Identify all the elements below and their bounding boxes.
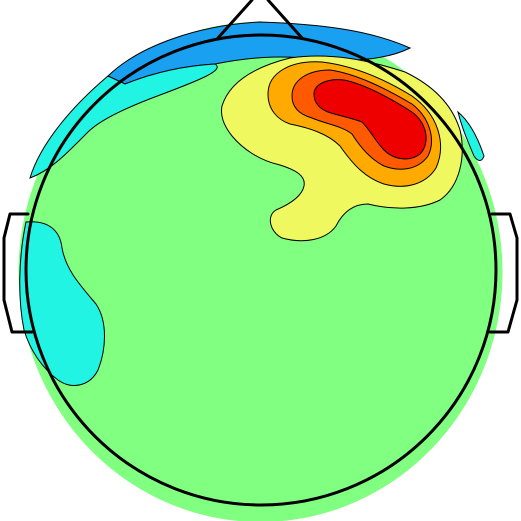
- left-ear-outline: [2, 212, 34, 334]
- head-outline: [24, 33, 498, 507]
- right-frontal-peak-region: [313, 79, 427, 160]
- interpolated-field: [18, 21, 503, 521]
- right-frontal-negative-region: [457, 110, 485, 161]
- nose-outline: [216, 0, 304, 40]
- head-outline-group: [2, 0, 519, 507]
- right-ear-outline: [488, 212, 519, 334]
- left-temporal-negative-region: [19, 221, 105, 386]
